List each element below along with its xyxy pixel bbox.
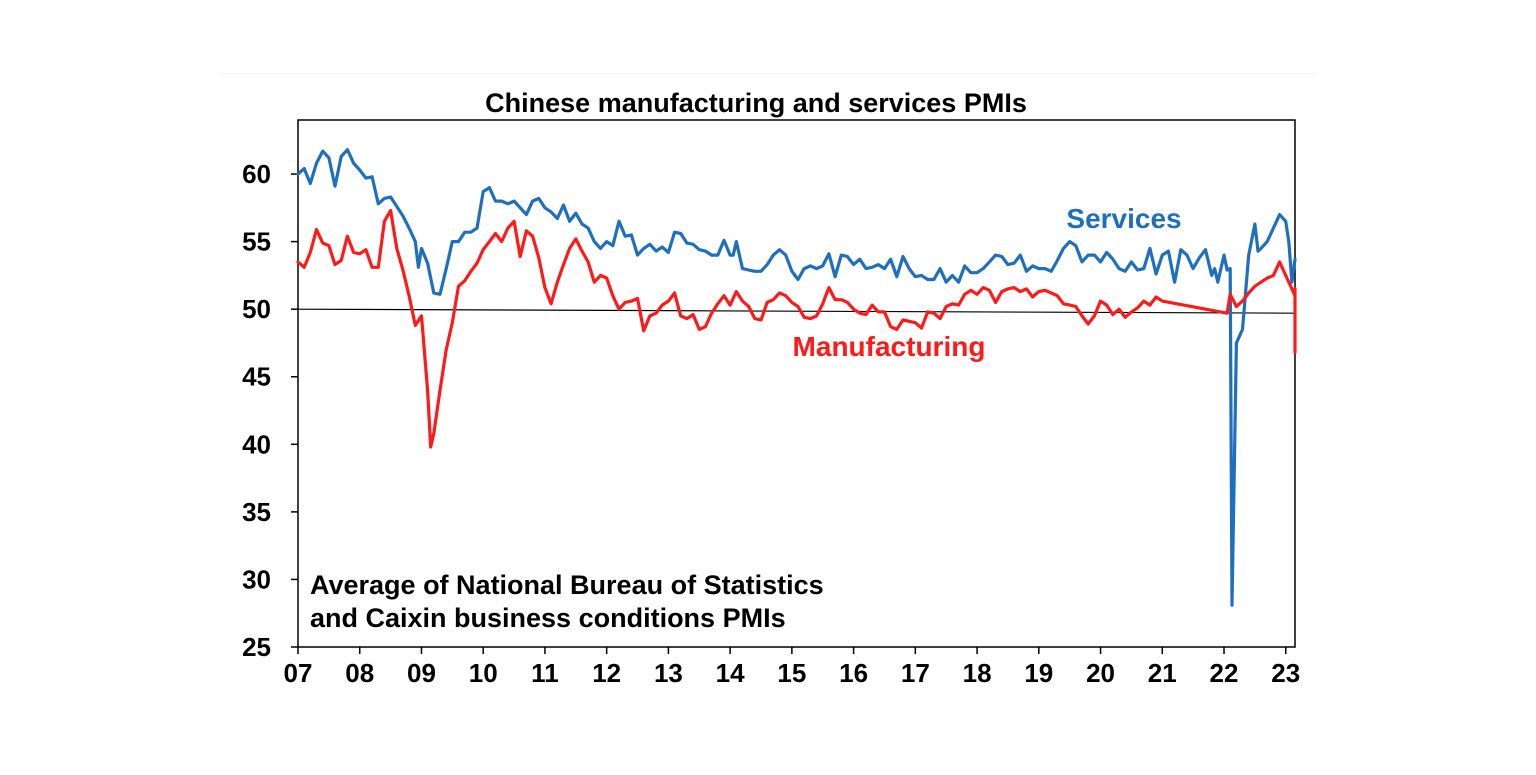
x-tick-label: 20 [1086, 658, 1115, 688]
chart-frame: Chinese manufacturing and services PMIs … [222, 73, 1314, 702]
x-tick-label: 15 [777, 658, 806, 688]
y-tick-label: 25 [242, 632, 271, 662]
y-tick-label: 50 [242, 294, 271, 324]
x-tick-label: 21 [1148, 658, 1177, 688]
y-tick-label: 55 [242, 227, 271, 257]
x-tick-label: 13 [654, 658, 683, 688]
y-tick-label: 30 [242, 564, 271, 594]
plot-area [297, 119, 1296, 648]
series-layer [296, 148, 1297, 607]
y-tick-label: 45 [242, 362, 271, 392]
series-line-manufacturing [296, 208, 1297, 449]
source-note-line-1: Average of National Bureau of Statistics [310, 570, 824, 600]
x-tick-label: 17 [901, 658, 930, 688]
y-tick-label: 35 [242, 497, 271, 527]
x-tick-label: 08 [345, 658, 374, 688]
chart-title: Chinese manufacturing and services PMIs [485, 88, 1027, 118]
x-tick-label: 07 [284, 658, 313, 688]
x-tick-label: 09 [407, 658, 436, 688]
x-tick-label: 18 [963, 658, 992, 688]
y-tick-label: 60 [242, 159, 271, 189]
x-tick-label: 22 [1210, 658, 1239, 688]
pmi-line-chart: Chinese manufacturing and services PMIs … [242, 88, 1300, 688]
source-note-line-2: and Caixin business conditions PMIs [310, 603, 786, 633]
y-tick-label: 40 [242, 429, 271, 459]
y-axis: 25 30 35 40 45 50 55 60 [242, 159, 298, 662]
x-tick-label: 23 [1271, 658, 1300, 688]
series-line-services [296, 148, 1297, 607]
x-tick-label: 14 [716, 658, 745, 688]
manufacturing-series-label: Manufacturing [793, 331, 986, 362]
x-axis: 07 08 09 10 11 12 13 14 15 16 17 18 19 20 21 22 23 [284, 647, 1300, 688]
services-series-label: Services [1066, 203, 1181, 234]
x-tick-label: 16 [839, 658, 868, 688]
x-tick-label: 11 [531, 658, 559, 688]
x-tick-label: 19 [1024, 658, 1053, 688]
x-tick-label: 12 [592, 658, 621, 688]
x-tick-label: 10 [469, 658, 498, 688]
